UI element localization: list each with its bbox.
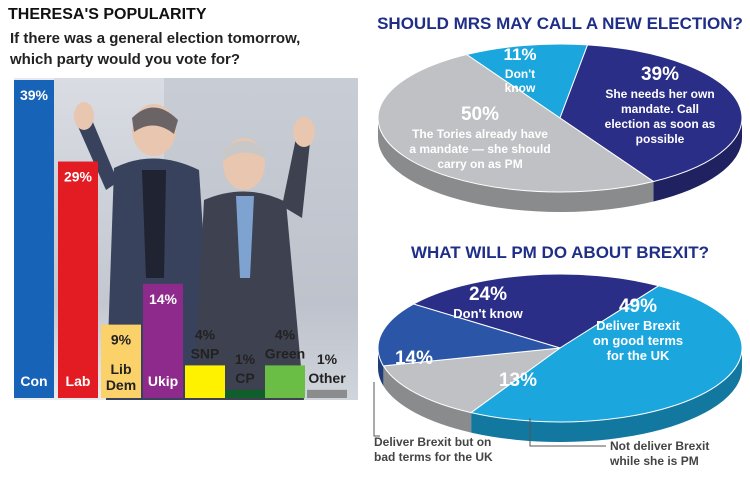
value-label-3: 9% — [111, 332, 132, 348]
category-label-3-line-2: Dem — [106, 377, 136, 393]
slice-2-text-line-3: for the UK — [607, 348, 670, 363]
slice-1-text-line-2: know — [505, 81, 536, 95]
slice-3-value-label: 13% — [499, 370, 537, 391]
value-label-7: 4% — [275, 326, 296, 342]
slice-2-text-line-1: Deliver Brexit — [596, 318, 680, 333]
bar-4 — [143, 283, 183, 398]
pie-slice-1 — [465, 43, 589, 119]
bar-6 — [225, 389, 265, 398]
bar-chart-subtitle: If there was a general election tomorrow… — [10, 30, 301, 68]
value-label-4: 14% — [149, 291, 178, 307]
slice-4-value-label: 14% — [395, 348, 433, 369]
pie-slice-2 — [469, 285, 743, 423]
bar-7 — [265, 365, 305, 398]
slice-4-text-line-1: Deliver Brexit but on — [374, 435, 491, 449]
pie-slice-3 — [382, 347, 562, 414]
slice-3-text-line-1: Not deliver Brexit — [610, 439, 709, 453]
couple-photo — [14, 78, 358, 400]
slice-2-value-label: 39% — [641, 64, 679, 85]
bar-3 — [101, 324, 141, 398]
slice-2-text-line-2: mandate. Call — [621, 102, 699, 116]
slice-2-text-line-4: possible — [636, 132, 685, 146]
category-label-1: Con — [20, 373, 47, 389]
slice-3-value-label: 50% — [461, 104, 499, 125]
brexit-pie-title: WHAT WILL PM DO ABOUT BREXIT? — [410, 243, 710, 262]
pie-slice-3-side — [378, 118, 654, 213]
slice-3-text-line-3: carry on as PM — [437, 157, 522, 171]
category-label-4: Ukip — [148, 373, 178, 389]
category-label-5: SNP — [191, 345, 220, 361]
slice-3-text-line-2: a mandate — she should — [409, 142, 550, 156]
category-label-8: Other — [308, 370, 346, 386]
slice-2-text-line-2: on good terms — [593, 333, 683, 348]
bar-1 — [14, 80, 54, 398]
popularity-panel: THERESA'S POPULARITY If there was a gene… — [0, 0, 362, 500]
value-label-1: 39% — [20, 87, 49, 103]
slice-2-text-line-1: She needs her own — [605, 87, 714, 101]
category-label-3-line-1: Lib — [111, 361, 132, 377]
slice-2-text-line-3: election as soon as — [605, 117, 716, 131]
pie-slice-1 — [412, 273, 660, 349]
bar-chart-title: THERESA'S POPULARITY — [8, 6, 207, 23]
leader-line-slice-4 — [373, 382, 380, 437]
value-label-6: 1% — [235, 351, 256, 367]
bar-2 — [58, 161, 98, 398]
leader-line-slice-3 — [529, 418, 606, 447]
slice-1-text-line-1: Don't — [505, 67, 535, 81]
slice-1-value-label: 24% — [469, 284, 507, 305]
slice-2-value-label: 49% — [619, 296, 657, 317]
category-label-6: CP — [235, 370, 254, 386]
pie-slice-2-side — [653, 118, 742, 202]
slice-1-value-label: 11% — [503, 45, 536, 64]
category-label-7: Green — [265, 345, 305, 361]
value-label-8: 1% — [317, 351, 338, 367]
value-label-2: 29% — [64, 169, 93, 185]
bar-5 — [185, 365, 225, 398]
pie-slice-2 — [559, 44, 743, 183]
slice-3-text-line-1: The Tories already have — [412, 127, 548, 141]
pie-slice-4 — [377, 303, 561, 367]
value-label-5: 4% — [195, 326, 216, 342]
slice-1-text-line-1: Don't know — [453, 306, 523, 321]
election-pie-title: SHOULD MRS MAY CALL A NEW ELECTION? — [377, 14, 743, 33]
slice-3-text-line-2: while she is PM — [609, 454, 699, 468]
pie-slice-2-side — [471, 348, 742, 442]
slice-4-text-line-2: bad terms for the UK — [374, 450, 493, 464]
pie-slice-3 — [377, 53, 655, 193]
bar-8 — [307, 389, 347, 398]
pie-slice-3-side — [383, 365, 472, 433]
category-label-2: Lab — [66, 373, 91, 389]
